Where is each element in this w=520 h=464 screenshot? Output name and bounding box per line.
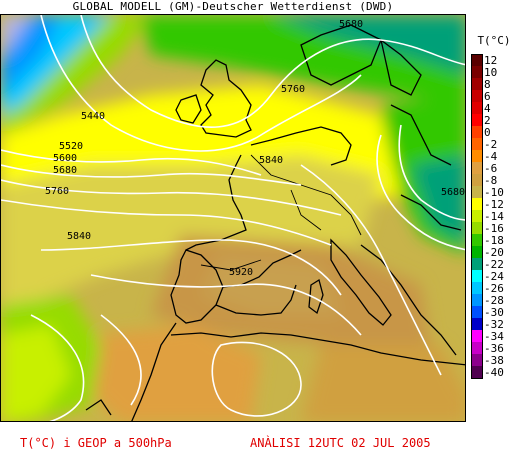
legend-swatch	[471, 78, 483, 90]
legend-label: -36	[484, 342, 504, 355]
legend-swatch	[471, 126, 483, 138]
legend-swatch	[471, 306, 483, 318]
legend-title: T(°C)	[477, 34, 511, 47]
legend-label: 10	[484, 66, 498, 79]
geopotential-contours	[1, 15, 465, 421]
legend-label: -28	[484, 294, 504, 307]
legend-label: -30	[484, 306, 504, 319]
contour-label: 5680	[441, 187, 465, 198]
legend-swatch	[471, 318, 483, 330]
legend-label: -2	[484, 138, 498, 151]
legend-swatch	[471, 258, 483, 270]
legend-swatch	[471, 138, 483, 150]
legend-swatch	[471, 282, 483, 294]
contour-label: 5680	[53, 165, 77, 176]
footer-analysis-time: ANÀLISI 12UTC 02 JUL 2005	[250, 436, 431, 450]
legend-swatch	[471, 270, 483, 282]
legend-swatch	[471, 66, 483, 78]
legend-swatch	[471, 162, 483, 174]
legend-label: 4	[484, 102, 491, 115]
legend-swatch	[471, 54, 483, 67]
contour-label: 5520	[59, 141, 83, 152]
map-title: GLOBAL MODELL (GM)-Deutscher Wetterdiens…	[72, 0, 394, 13]
footer-variable: T(°C) i GEOP a 500hPa	[20, 436, 172, 450]
map-canvas: 5680 5760 5440 5520 5600 5680 5760 5840 …	[1, 15, 465, 421]
legend-swatch	[471, 342, 483, 354]
legend-swatch	[471, 330, 483, 342]
legend-swatch	[471, 234, 483, 246]
legend-label: -32	[484, 318, 504, 331]
legend-label: -18	[484, 234, 504, 247]
legend-label: -40	[484, 366, 504, 379]
legend-label: -6	[484, 162, 498, 175]
contour-label: 5600	[53, 153, 77, 164]
legend-label: -38	[484, 354, 504, 367]
coastlines	[85, 24, 465, 421]
legend-label: 0	[484, 126, 491, 139]
legend-label: -20	[484, 246, 504, 259]
legend-label: -26	[484, 282, 504, 295]
legend-swatch	[471, 294, 483, 306]
contour-label: 5840	[259, 155, 283, 166]
contour-label: 5840	[67, 231, 91, 242]
legend-swatch	[471, 246, 483, 258]
weather-map: 5680 5760 5440 5520 5600 5680 5760 5840 …	[0, 14, 466, 422]
contour-label: 5920	[229, 267, 253, 278]
legend-label: 6	[484, 90, 491, 103]
legend-swatch	[471, 222, 483, 234]
legend-label: -16	[484, 222, 504, 235]
legend-label: 2	[484, 114, 491, 127]
legend-swatch	[471, 150, 483, 162]
legend-swatch	[471, 102, 483, 114]
legend-label: -22	[484, 258, 504, 271]
legend-label: -12	[484, 198, 504, 211]
legend-swatch	[471, 90, 483, 102]
legend-label: -14	[484, 210, 504, 223]
legend-swatch	[471, 198, 483, 210]
legend-label: 12	[484, 54, 498, 67]
legend-label: -4	[484, 150, 498, 163]
legend-label: -34	[484, 330, 504, 343]
contour-labels: 5680 5760 5440 5520 5600 5680 5760 5840 …	[45, 19, 465, 278]
contour-label: 5680	[339, 19, 363, 30]
legend-label: -10	[484, 186, 504, 199]
legend-label: -24	[484, 270, 504, 283]
legend-swatch	[471, 114, 483, 126]
legend-label: -8	[484, 174, 498, 187]
contour-label: 5440	[81, 111, 105, 122]
contour-label: 5760	[281, 84, 305, 95]
contour-label: 5760	[45, 186, 69, 197]
legend-swatch	[471, 366, 483, 379]
legend-swatch	[471, 174, 483, 186]
legend-swatch	[471, 210, 483, 222]
legend-swatch	[471, 186, 483, 198]
legend-swatch	[471, 354, 483, 366]
legend-label: 8	[484, 78, 491, 91]
temperature-field	[1, 15, 465, 421]
